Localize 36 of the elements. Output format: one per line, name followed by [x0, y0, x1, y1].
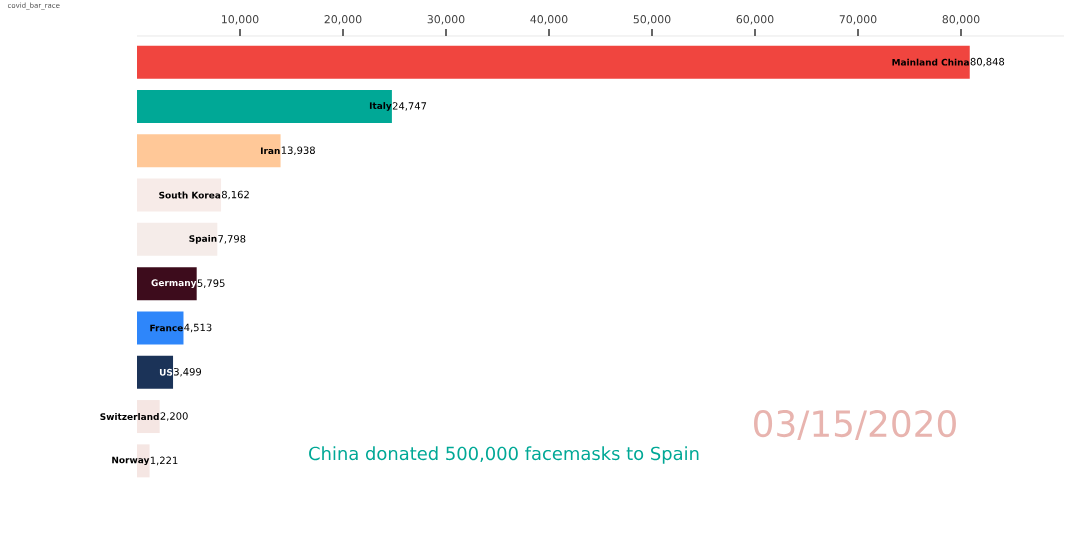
x-tick-label: 70,000	[839, 15, 877, 25]
data-label: 3,499	[174, 367, 202, 377]
y-tick-label: Spain	[189, 235, 217, 244]
data-label: 1,221	[150, 456, 178, 466]
y-tick-label: France	[150, 324, 183, 332]
y-tick-label: US	[159, 368, 173, 376]
data-label: 80,848	[970, 57, 1005, 67]
bar	[137, 45, 970, 79]
x-tick-label: 50,000	[633, 15, 671, 25]
y-tick-label: Iran	[261, 147, 280, 155]
x-tick-label: 60,000	[736, 15, 774, 25]
data-label: 24,747	[392, 102, 427, 111]
x-tick-label: 30,000	[427, 15, 465, 25]
data-label: 5,795	[197, 279, 225, 288]
x-tick-label: 10,000	[222, 15, 259, 25]
bar	[137, 267, 197, 301]
x-tick-label: 20,000	[324, 15, 362, 25]
x-tick-label: 40,000	[530, 15, 568, 25]
y-tick-label: Switzerland	[100, 413, 159, 421]
y-tick-label: Mainland China	[892, 58, 969, 66]
data-label: 13,938	[281, 146, 315, 156]
bar	[137, 89, 392, 123]
y-tick-label: Italy	[369, 102, 392, 111]
x-tick-label: 80,000	[942, 15, 980, 25]
data-label: 7,798	[218, 235, 246, 244]
annotation: 03/15/2020	[754, 410, 956, 440]
y-tick-label: Germany	[151, 279, 197, 288]
data-label: 8,162	[221, 190, 249, 200]
bar	[137, 355, 174, 389]
data-label: 4,513	[184, 323, 212, 333]
y-tick-label: South Korea	[159, 191, 221, 199]
bar	[137, 134, 281, 168]
data-label: 2,200	[160, 412, 188, 421]
annotation: China donated 500,000 facemasks to Spain	[309, 446, 699, 464]
bar	[137, 311, 184, 345]
y-tick-label: Norway	[112, 456, 150, 466]
